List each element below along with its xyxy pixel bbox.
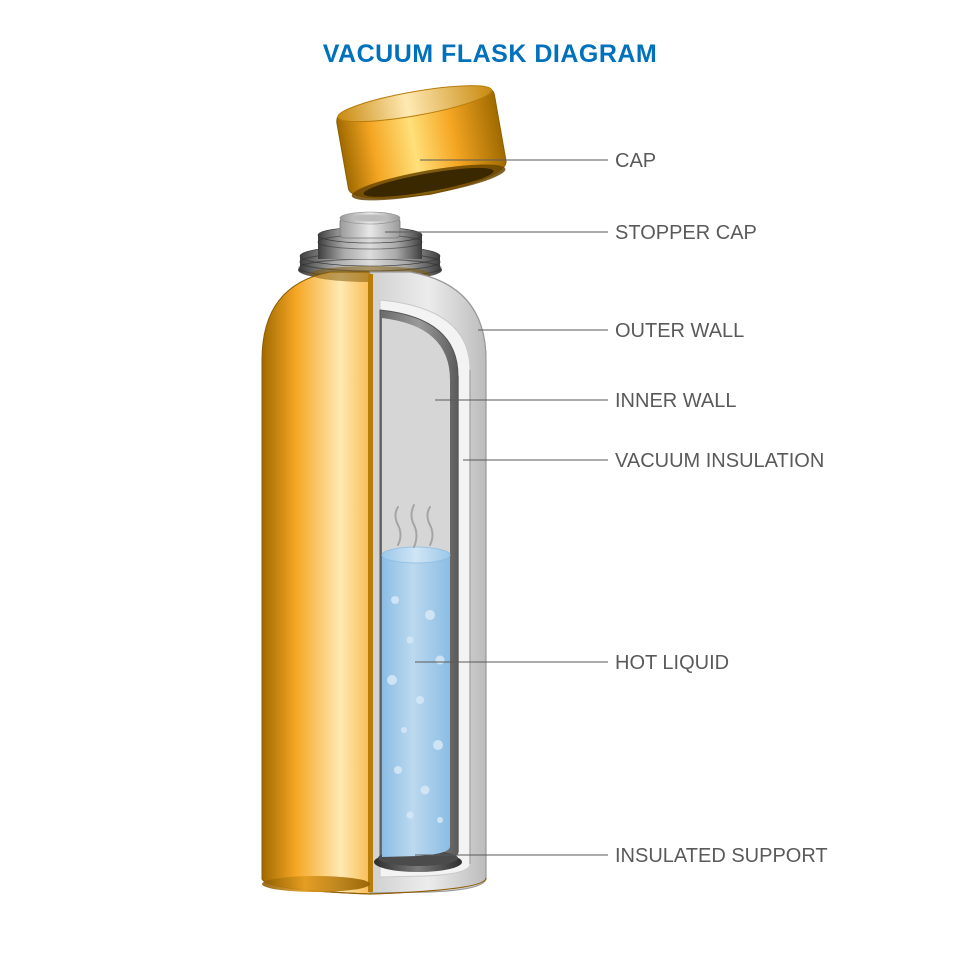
label-hot-liquid: HOT LIQUID [615, 652, 729, 675]
label-vacuum-insulation: VACUUM INSULATION [615, 450, 824, 473]
label-cap: CAP [615, 150, 656, 173]
label-insulated-support: INSULATED SUPPORT [615, 845, 828, 868]
flask-diagram-svg [0, 0, 980, 980]
label-stopper-cap: STOPPER CAP [615, 222, 757, 245]
cutaway [368, 272, 486, 893]
cap [334, 78, 510, 208]
label-outer-wall: OUTER WALL [615, 320, 744, 343]
label-inner-wall: INNER WALL [615, 390, 737, 413]
hot-liquid [382, 505, 450, 857]
